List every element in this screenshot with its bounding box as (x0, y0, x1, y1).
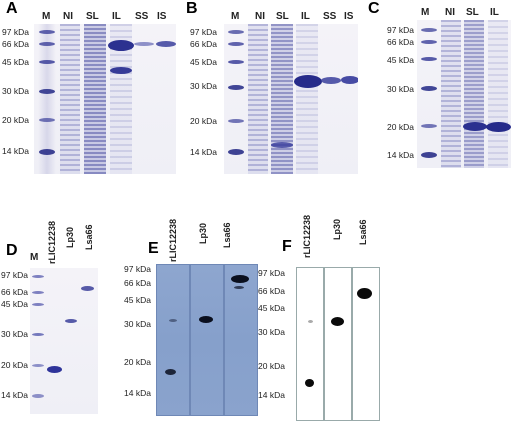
gel-image (224, 24, 358, 174)
lane-label-lp30: Lp30 (65, 226, 75, 248)
lane-label-il: IL (112, 11, 121, 22)
lane-label-ss: SS (323, 11, 337, 22)
marker-20: 20 kDa (387, 122, 414, 132)
marker-30: 30 kDa (258, 327, 285, 337)
marker-30: 30 kDa (1, 329, 28, 339)
panel-letter: F (282, 238, 292, 255)
marker-14: 14 kDa (387, 150, 414, 160)
panel-f: F rLIC12238 Lp30 Lsa66 97 kDa 66 kDa 45 … (258, 212, 512, 421)
lane-label-rlic12238: rLIC12238 (168, 218, 178, 262)
marker-20: 20 kDa (1, 360, 28, 370)
marker-45: 45 kDa (190, 57, 217, 67)
lane-label-lp30: Lp30 (198, 222, 208, 244)
marker-45: 45 kDa (258, 303, 285, 313)
marker-14: 14 kDa (2, 146, 29, 156)
marker-97: 97 kDa (258, 268, 285, 278)
marker-45: 45 kDa (2, 57, 29, 67)
marker-30: 30 kDa (2, 86, 29, 96)
lane-label-sl: SL (276, 11, 289, 22)
panel-a: A M NI SL IL SS IS 97 kDa 66 kDa 45 kDa … (0, 0, 178, 175)
panel-e: E rLIC12238 Lp30 Lsa66 97 kDa 66 kDa 45 … (112, 212, 264, 419)
gel-image (30, 268, 98, 414)
lane-label-lp30: Lp30 (332, 218, 342, 240)
marker-45: 45 kDa (124, 295, 151, 305)
lane-label-ni: NI (255, 11, 265, 22)
blot-strip-lsa66 (352, 267, 380, 421)
lane-label-ni: NI (445, 7, 455, 18)
panel-letter: C (368, 0, 380, 17)
lane-label-lsa66: Lsa66 (222, 222, 232, 248)
gel-image (34, 24, 176, 174)
marker-97: 97 kDa (2, 27, 29, 37)
blot-strip-lp30 (190, 264, 224, 416)
panel-letter: E (148, 240, 159, 257)
marker-14: 14 kDa (124, 388, 151, 398)
marker-14: 14 kDa (258, 390, 285, 400)
marker-20: 20 kDa (124, 357, 151, 367)
marker-66: 66 kDa (1, 287, 28, 297)
lane-label-is: IS (157, 11, 167, 22)
panel-letter: B (186, 0, 198, 17)
marker-66: 66 kDa (258, 286, 285, 296)
marker-30: 30 kDa (387, 84, 414, 94)
gel-image (417, 20, 511, 168)
marker-30: 30 kDa (190, 81, 217, 91)
lane-label-lsa66: Lsa66 (84, 224, 94, 250)
marker-45: 45 kDa (387, 55, 414, 65)
panel-letter: A (6, 0, 18, 17)
panel-b: B M NI SL IL SS IS 97 kDa 66 kDa 45 kDa … (178, 0, 360, 175)
lane-label-il: IL (301, 11, 310, 22)
lane-label-rlic12238: rLIC12238 (302, 214, 312, 258)
blot-strip-lsa66 (224, 264, 258, 416)
lane-label-lsa66: Lsa66 (358, 219, 368, 245)
marker-45: 45 kDa (1, 299, 28, 309)
blot-strip-lp30 (324, 267, 352, 421)
lane-label-m: M (42, 11, 51, 22)
panel-d: D M rLIC12238 Lp30 Lsa66 97 kDa 66 kDa 4… (0, 212, 110, 419)
lane-label-sl: SL (466, 7, 479, 18)
marker-66: 66 kDa (387, 37, 414, 47)
marker-97: 97 kDa (387, 25, 414, 35)
marker-20: 20 kDa (2, 115, 29, 125)
marker-30: 30 kDa (124, 319, 151, 329)
lane-label-il: IL (490, 7, 499, 18)
marker-66: 66 kDa (2, 39, 29, 49)
lane-label-m: M (30, 252, 39, 263)
lane-label-m: M (421, 7, 430, 18)
marker-97: 97 kDa (124, 264, 151, 274)
marker-66: 66 kDa (124, 278, 151, 288)
marker-66: 66 kDa (190, 39, 217, 49)
lane-label-sl: SL (86, 11, 99, 22)
marker-97: 97 kDa (190, 27, 217, 37)
marker-20: 20 kDa (258, 361, 285, 371)
lane-label-is: IS (344, 11, 354, 22)
marker-14: 14 kDa (1, 390, 28, 400)
marker-20: 20 kDa (190, 116, 217, 126)
lane-label-rlic12238: rLIC12238 (47, 220, 57, 264)
lane-label-m: M (231, 11, 240, 22)
panel-c: C M NI SL IL 97 kDa 66 kDa 45 kDa 30 kDa… (362, 0, 512, 175)
blot-strip-rlic12238 (156, 264, 190, 416)
marker-14: 14 kDa (190, 147, 217, 157)
panel-letter: D (6, 242, 18, 259)
lane-label-ni: NI (63, 11, 73, 22)
lane-label-ss: SS (135, 11, 149, 22)
blot-strip-rlic12238 (296, 267, 324, 421)
marker-97: 97 kDa (1, 270, 28, 280)
